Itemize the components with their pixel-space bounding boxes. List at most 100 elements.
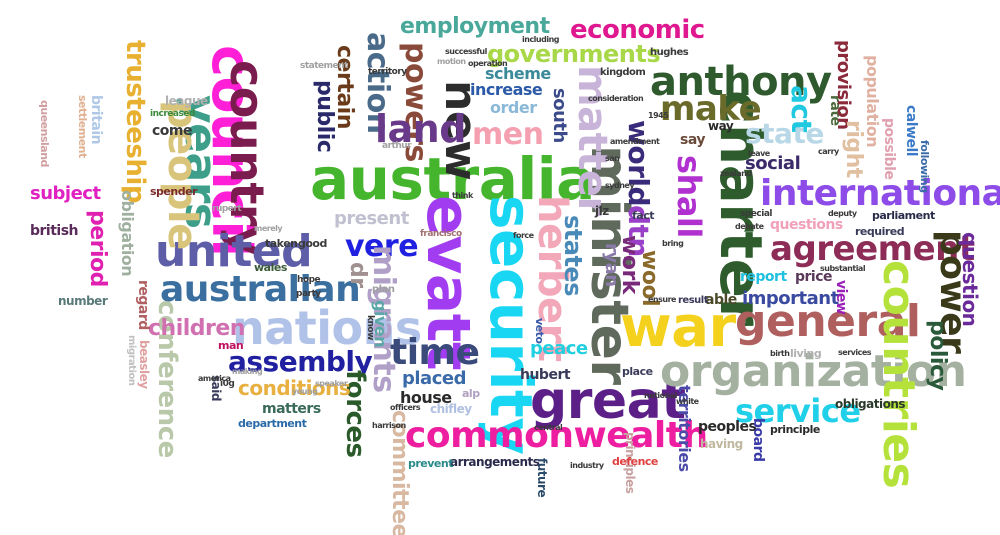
word-report: report <box>740 269 787 285</box>
word-spender: spender <box>150 185 197 198</box>
word-land: land <box>375 107 466 151</box>
word-good: good <box>298 237 327 250</box>
word-policy: policy <box>925 320 950 391</box>
word-general: general <box>735 296 921 347</box>
word-alp: alp <box>462 387 480 400</box>
word-conditions: conditions <box>238 376 351 400</box>
word-beasley: beasley <box>137 340 151 389</box>
word-question: question <box>958 232 982 327</box>
word-south: south <box>549 88 570 143</box>
word-plan: plan <box>372 284 395 295</box>
word-rupert: rupert <box>212 204 242 214</box>
word-substantial: substantial <box>820 264 866 273</box>
word-ryan: ryan <box>601 243 622 287</box>
word-great: great <box>530 371 686 431</box>
word-agreement: agreement <box>770 229 975 269</box>
word-special: special <box>740 209 772 219</box>
word-deputy: deputy <box>828 209 857 218</box>
word-required: required <box>855 225 905 238</box>
word-price: price <box>795 269 833 285</box>
word-migration: migration <box>126 335 137 386</box>
word-men: men <box>472 117 544 152</box>
word-kingdom: kingdom <box>600 67 646 78</box>
word-dr: dr <box>345 262 370 288</box>
word-result: result <box>678 295 709 306</box>
word-queensland: queensland <box>38 100 51 167</box>
word-officers: officers <box>390 403 421 412</box>
word-matters: matters <box>262 401 321 417</box>
word-increased: increased <box>150 109 195 119</box>
word-world: world <box>622 120 655 207</box>
word-act: act <box>785 85 818 133</box>
word-amendment: amendment <box>610 137 660 146</box>
word-league: league <box>165 94 208 108</box>
word-scheme: scheme <box>485 64 551 83</box>
word-arrangements: arrangements <box>450 455 540 469</box>
word-future: future <box>535 458 549 498</box>
word-zealand: zealand <box>720 169 752 178</box>
word-leave: leave <box>748 149 770 158</box>
word-parliament: parliament <box>872 209 935 222</box>
word-department: department <box>238 417 307 430</box>
word-commonwealth: commonwealth <box>405 415 708 456</box>
word-britain: britain <box>88 95 104 145</box>
word-number: number <box>58 294 108 308</box>
word-territory: territory <box>368 67 407 77</box>
word-chifley: chifley <box>430 402 472 416</box>
word-industry: industry <box>570 461 604 470</box>
word-house: house <box>400 388 452 407</box>
word-subject: subject <box>30 183 101 204</box>
word-population: population <box>863 55 882 148</box>
word-economic: economic <box>570 15 705 45</box>
word-obligations: obligations <box>835 397 906 411</box>
word-shall: shall <box>670 155 708 238</box>
word-i0g: i0g <box>220 379 235 389</box>
word-right: right <box>841 120 866 178</box>
word-operation: operation <box>468 59 508 68</box>
word-assembly: assembly <box>228 345 373 378</box>
word-bring: bring <box>662 239 684 248</box>
word-trusteeship: trusteeship <box>120 40 150 203</box>
word-international: international <box>760 173 1000 214</box>
word-motion: motion <box>437 57 466 66</box>
word-time: time <box>390 332 480 373</box>
word-provision: provision <box>833 40 854 130</box>
word-fact: fact <box>632 209 655 222</box>
word-man: man <box>218 339 244 352</box>
word-make: make <box>660 89 762 129</box>
word-debate: debate <box>735 222 764 231</box>
word-children: children <box>148 316 245 341</box>
word-employment: employment <box>400 14 550 39</box>
word-taken: taken <box>265 237 298 250</box>
word-obligation: obligation <box>118 190 137 277</box>
word-sydney: sydney <box>605 181 635 190</box>
word-states: states <box>559 215 587 296</box>
word-party: party <box>296 289 321 299</box>
word-order: order <box>490 98 537 117</box>
word-successful: successful <box>445 47 487 56</box>
word-central: central <box>534 423 563 432</box>
word-young: young <box>292 387 318 396</box>
word-organization: organization <box>660 346 967 397</box>
word-hope: hope <box>297 275 321 285</box>
word-hughes: hughes <box>650 47 689 58</box>
word-australian: australian <box>160 269 361 310</box>
word-hubert: hubert <box>520 367 571 383</box>
word-merely: merely <box>254 224 283 233</box>
word-able: able <box>705 292 737 308</box>
word-say: say <box>680 132 705 148</box>
word-questions: questions <box>770 217 843 233</box>
word-white: white <box>676 397 699 406</box>
word-speaker: speaker <box>315 379 348 388</box>
word-possible: possible <box>881 118 897 180</box>
word-veto: veto <box>533 318 546 344</box>
word-jlz: jlz <box>595 204 609 218</box>
word-1945: 1945 <box>648 111 669 120</box>
word-carry: carry <box>818 147 839 156</box>
word-countries: countries <box>873 260 924 489</box>
word-peoples: peoples <box>698 419 757 435</box>
word-following: following <box>918 140 931 193</box>
word-public: public <box>312 80 337 153</box>
word-making: making <box>232 367 263 376</box>
